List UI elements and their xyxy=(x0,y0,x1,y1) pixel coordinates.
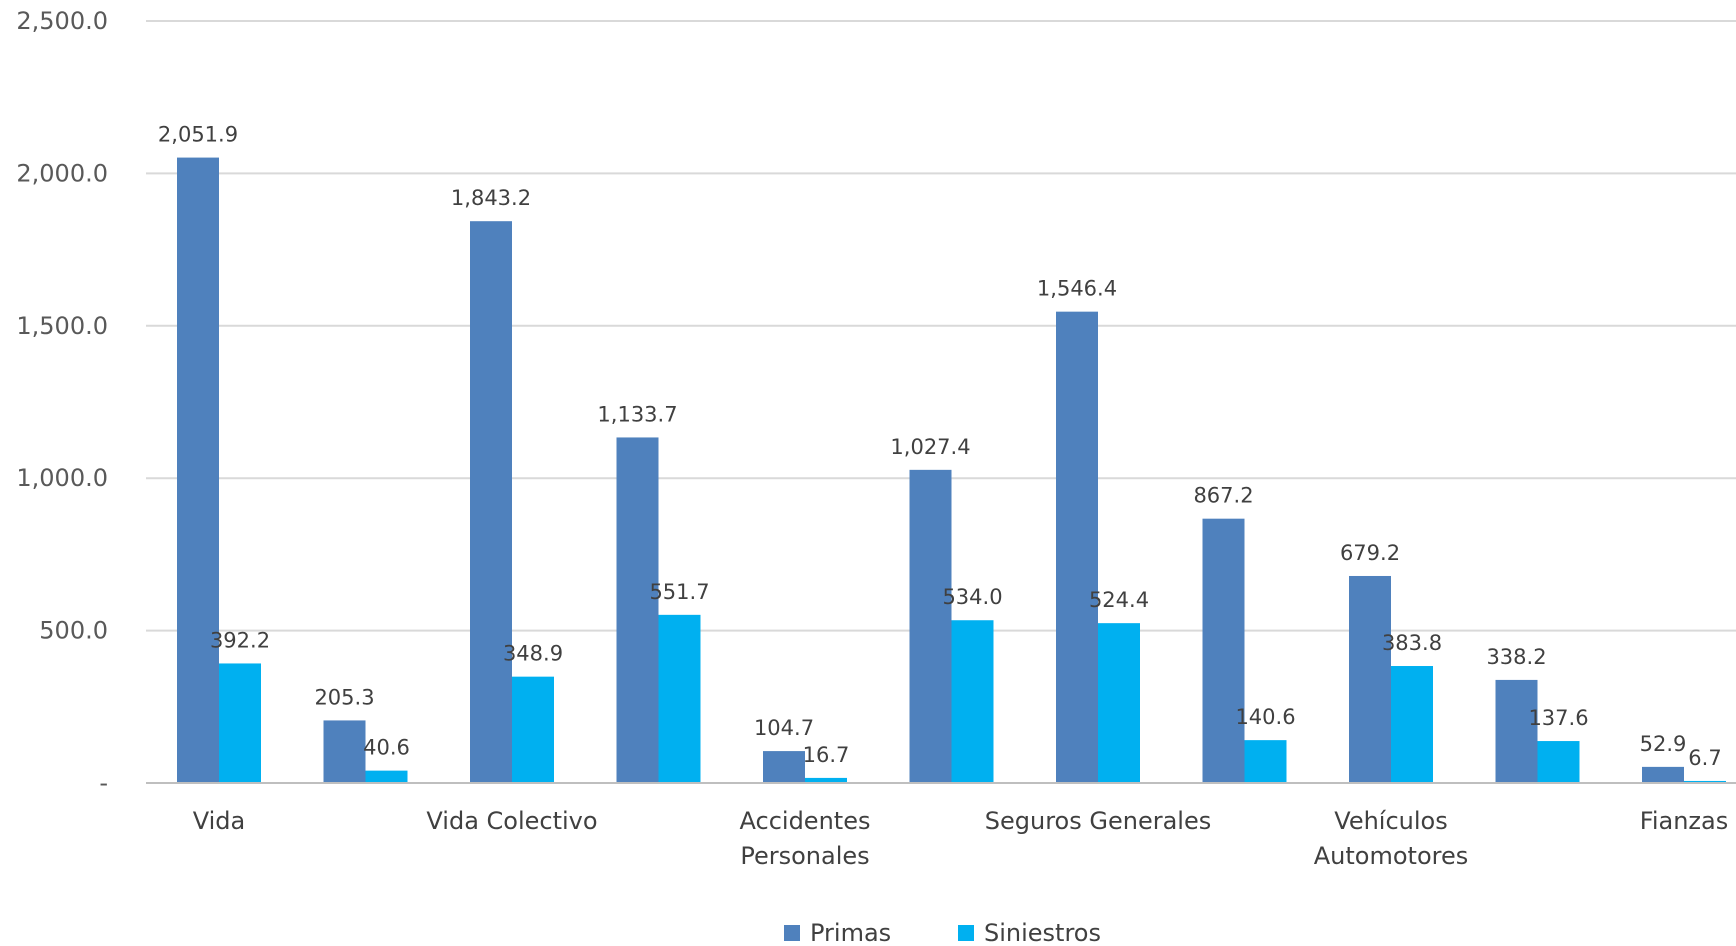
bar-siniestros xyxy=(219,663,261,783)
data-label-primas: 1,133.7 xyxy=(597,402,677,426)
legend-label-siniestros: Siniestros xyxy=(984,919,1101,946)
bar-siniestros xyxy=(658,614,701,783)
data-label-siniestros: 40.6 xyxy=(363,736,410,760)
bar-siniestros xyxy=(1098,623,1140,783)
y-tick-label: 2,000.0 xyxy=(16,159,108,187)
data-label-siniestros: 551.7 xyxy=(649,580,709,604)
bar-primas xyxy=(1642,766,1684,783)
bar-siniestros xyxy=(365,770,408,783)
x-category-label: Vehículos Automotores xyxy=(1314,807,1469,870)
y-tick-label: 500.0 xyxy=(39,617,108,645)
data-label-primas: 52.9 xyxy=(1640,732,1687,756)
bar-siniestros xyxy=(1684,780,1726,783)
legend-label-primas: Primas xyxy=(810,919,891,946)
bar-siniestros xyxy=(1537,741,1580,783)
bar-primas xyxy=(177,157,219,784)
data-label-siniestros: 6.7 xyxy=(1688,746,1721,770)
data-label-siniestros: 137.6 xyxy=(1528,706,1588,730)
data-label-siniestros: 392.2 xyxy=(210,628,270,652)
bar-siniestros xyxy=(1391,666,1433,783)
x-axis-category-labels: Vida Vida Colectivo Accidentes Personales Se… xyxy=(193,807,1728,870)
bar-siniestros xyxy=(951,620,994,783)
data-label-primas: 104.7 xyxy=(754,716,814,740)
x-category-label: Fianzas xyxy=(1640,807,1728,835)
bars xyxy=(177,157,1726,784)
x-category-label: Seguros Generales xyxy=(985,807,1211,835)
data-label-siniestros: 534.0 xyxy=(942,585,1002,609)
y-tick-label: - xyxy=(99,769,108,797)
bar-siniestros xyxy=(1244,740,1287,783)
x-category-label: Vida xyxy=(193,807,246,835)
data-label-primas: 205.3 xyxy=(314,685,374,709)
bar-primas xyxy=(616,437,659,783)
y-axis-tick-labels: - 500.0 1,000.0 1,500.0 2,000.0 2,500.0 xyxy=(16,7,108,797)
bar-primas xyxy=(1202,518,1245,783)
bar-primas xyxy=(323,720,366,783)
bar-primas xyxy=(1495,679,1538,783)
data-label-siniestros: 383.8 xyxy=(1382,631,1442,655)
legend-swatch-siniestros xyxy=(958,925,974,941)
x-category-label: Accidentes Personales xyxy=(740,807,871,870)
data-label-siniestros: 140.6 xyxy=(1235,705,1295,729)
bar-primas xyxy=(470,221,512,784)
data-label-primas: 2,051.9 xyxy=(158,123,238,147)
data-label-siniestros: 16.7 xyxy=(803,743,850,767)
y-tick-label: 2,500.0 xyxy=(16,7,108,35)
bar-primas xyxy=(763,751,805,783)
bar-primas xyxy=(1349,575,1391,783)
data-label-primas: 867.2 xyxy=(1193,484,1253,508)
data-label-siniestros: 348.9 xyxy=(503,642,563,666)
x-category-label: Vida Colectivo xyxy=(426,807,597,835)
data-label-primas: 679.2 xyxy=(1340,541,1400,565)
gridlines xyxy=(146,20,1736,632)
data-label-primas: 338.2 xyxy=(1486,645,1546,669)
y-tick-label: 1,500.0 xyxy=(16,312,108,340)
bar-siniestros xyxy=(805,777,847,783)
bar-siniestros xyxy=(512,676,554,783)
data-label-primas: 1,027.4 xyxy=(890,435,970,459)
data-label-siniestros: 524.4 xyxy=(1089,588,1149,612)
data-labels: 2,051.9 392.2 205.3 40.6 1,843.2 348.9 1,133.7… xyxy=(158,123,1722,770)
y-tick-label: 1,000.0 xyxy=(16,464,108,492)
data-label-primas: 1,843.2 xyxy=(451,186,531,210)
data-label-primas: 1,546.4 xyxy=(1037,277,1117,301)
bar-primas xyxy=(909,469,952,783)
legend: Primas Siniestros xyxy=(784,919,1101,946)
bar-primas xyxy=(1056,311,1098,783)
legend-swatch-primas xyxy=(784,925,800,941)
